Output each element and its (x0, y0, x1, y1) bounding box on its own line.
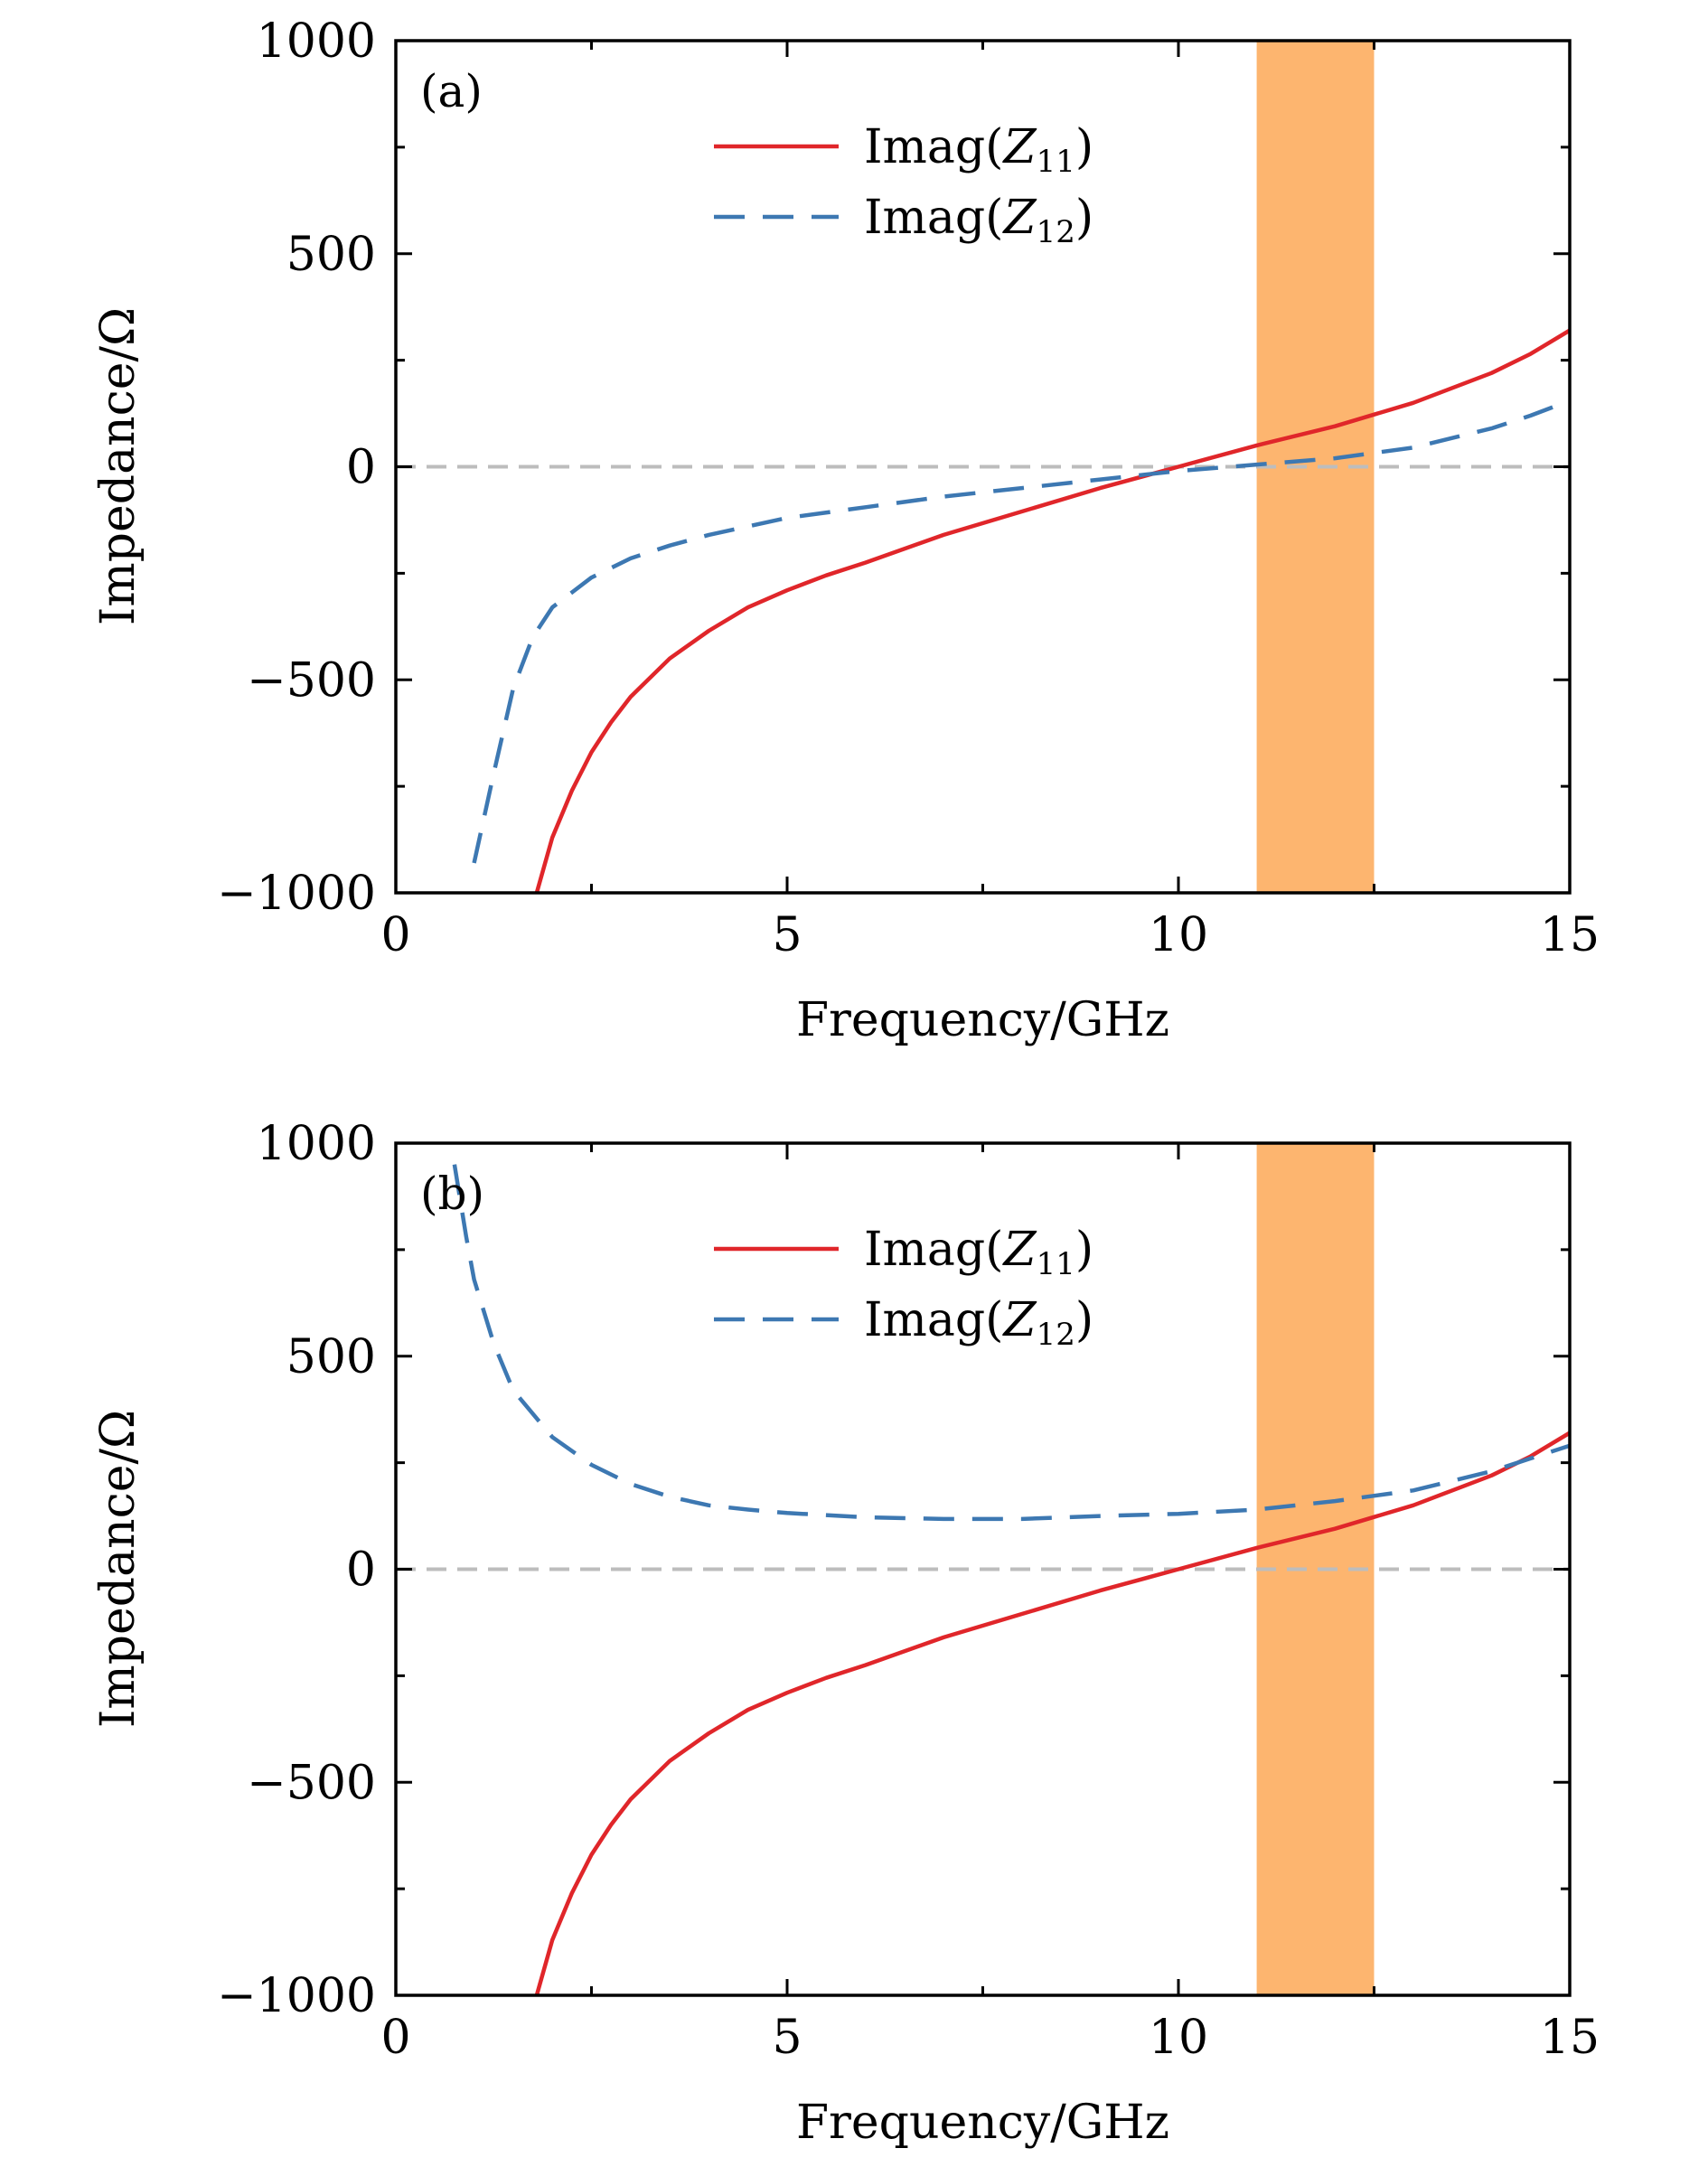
x-tick-label: 0 (380, 908, 410, 962)
y-axis-label: Impedance/Ω (91, 307, 145, 625)
x-tick-label: 10 (1149, 2011, 1208, 2065)
x-tick-label: 5 (772, 2011, 802, 2065)
y-tick-label: 1000 (257, 1117, 376, 1171)
y-tick-label: 0 (346, 441, 376, 495)
y-tick-label: −1000 (217, 1969, 376, 2023)
legend-label-imag-z11: Imag(Z11) (864, 1223, 1093, 1282)
x-axis-label: Frequency/GHz (796, 2096, 1169, 2150)
series-line-imag-z11 (534, 1431, 1570, 1995)
legend-label-imag-z12: Imag(Z12) (864, 1293, 1093, 1353)
series-line-imag-z12 (472, 399, 1570, 864)
y-tick-label: 1000 (257, 14, 376, 69)
legend: Imag(Z11) Imag(Z12) (714, 120, 1093, 250)
chart-panel-b: 0 5 10 15 −1000 −500 0 500 1000 Frequency/GHz Impe… (91, 1117, 1600, 2150)
chart-panel-a: 0 5 10 15 −1000 −500 0 500 1000 Frequency/GHz Impe… (91, 14, 1600, 1047)
y-tick-label: 500 (286, 1330, 376, 1384)
legend-label-imag-z11: Imag(Z11) (864, 120, 1093, 180)
panel-label: (a) (420, 65, 483, 117)
y-tick-label: 500 (286, 228, 376, 282)
y-tick-label: −500 (247, 653, 376, 708)
x-tick-label: 15 (1540, 908, 1600, 962)
x-tick-label: 5 (772, 908, 802, 962)
x-tick-label: 10 (1149, 908, 1208, 962)
panel-label: (b) (420, 1168, 484, 1220)
series-line-imag-z12 (452, 1164, 1570, 1522)
legend: Imag(Z11) Imag(Z12) (714, 1223, 1093, 1353)
y-axis-label: Impedance/Ω (91, 1410, 145, 1728)
legend-label-imag-z12: Imag(Z12) (864, 191, 1093, 250)
x-tick-label: 15 (1540, 2011, 1600, 2065)
x-axis-label: Frequency/GHz (796, 993, 1169, 1047)
y-tick-label: 0 (346, 1543, 376, 1598)
y-tick-label: −1000 (217, 867, 376, 921)
y-tick-label: −500 (247, 1756, 376, 1810)
series-line-imag-z11 (534, 328, 1570, 893)
x-tick-label: 0 (380, 2011, 410, 2065)
